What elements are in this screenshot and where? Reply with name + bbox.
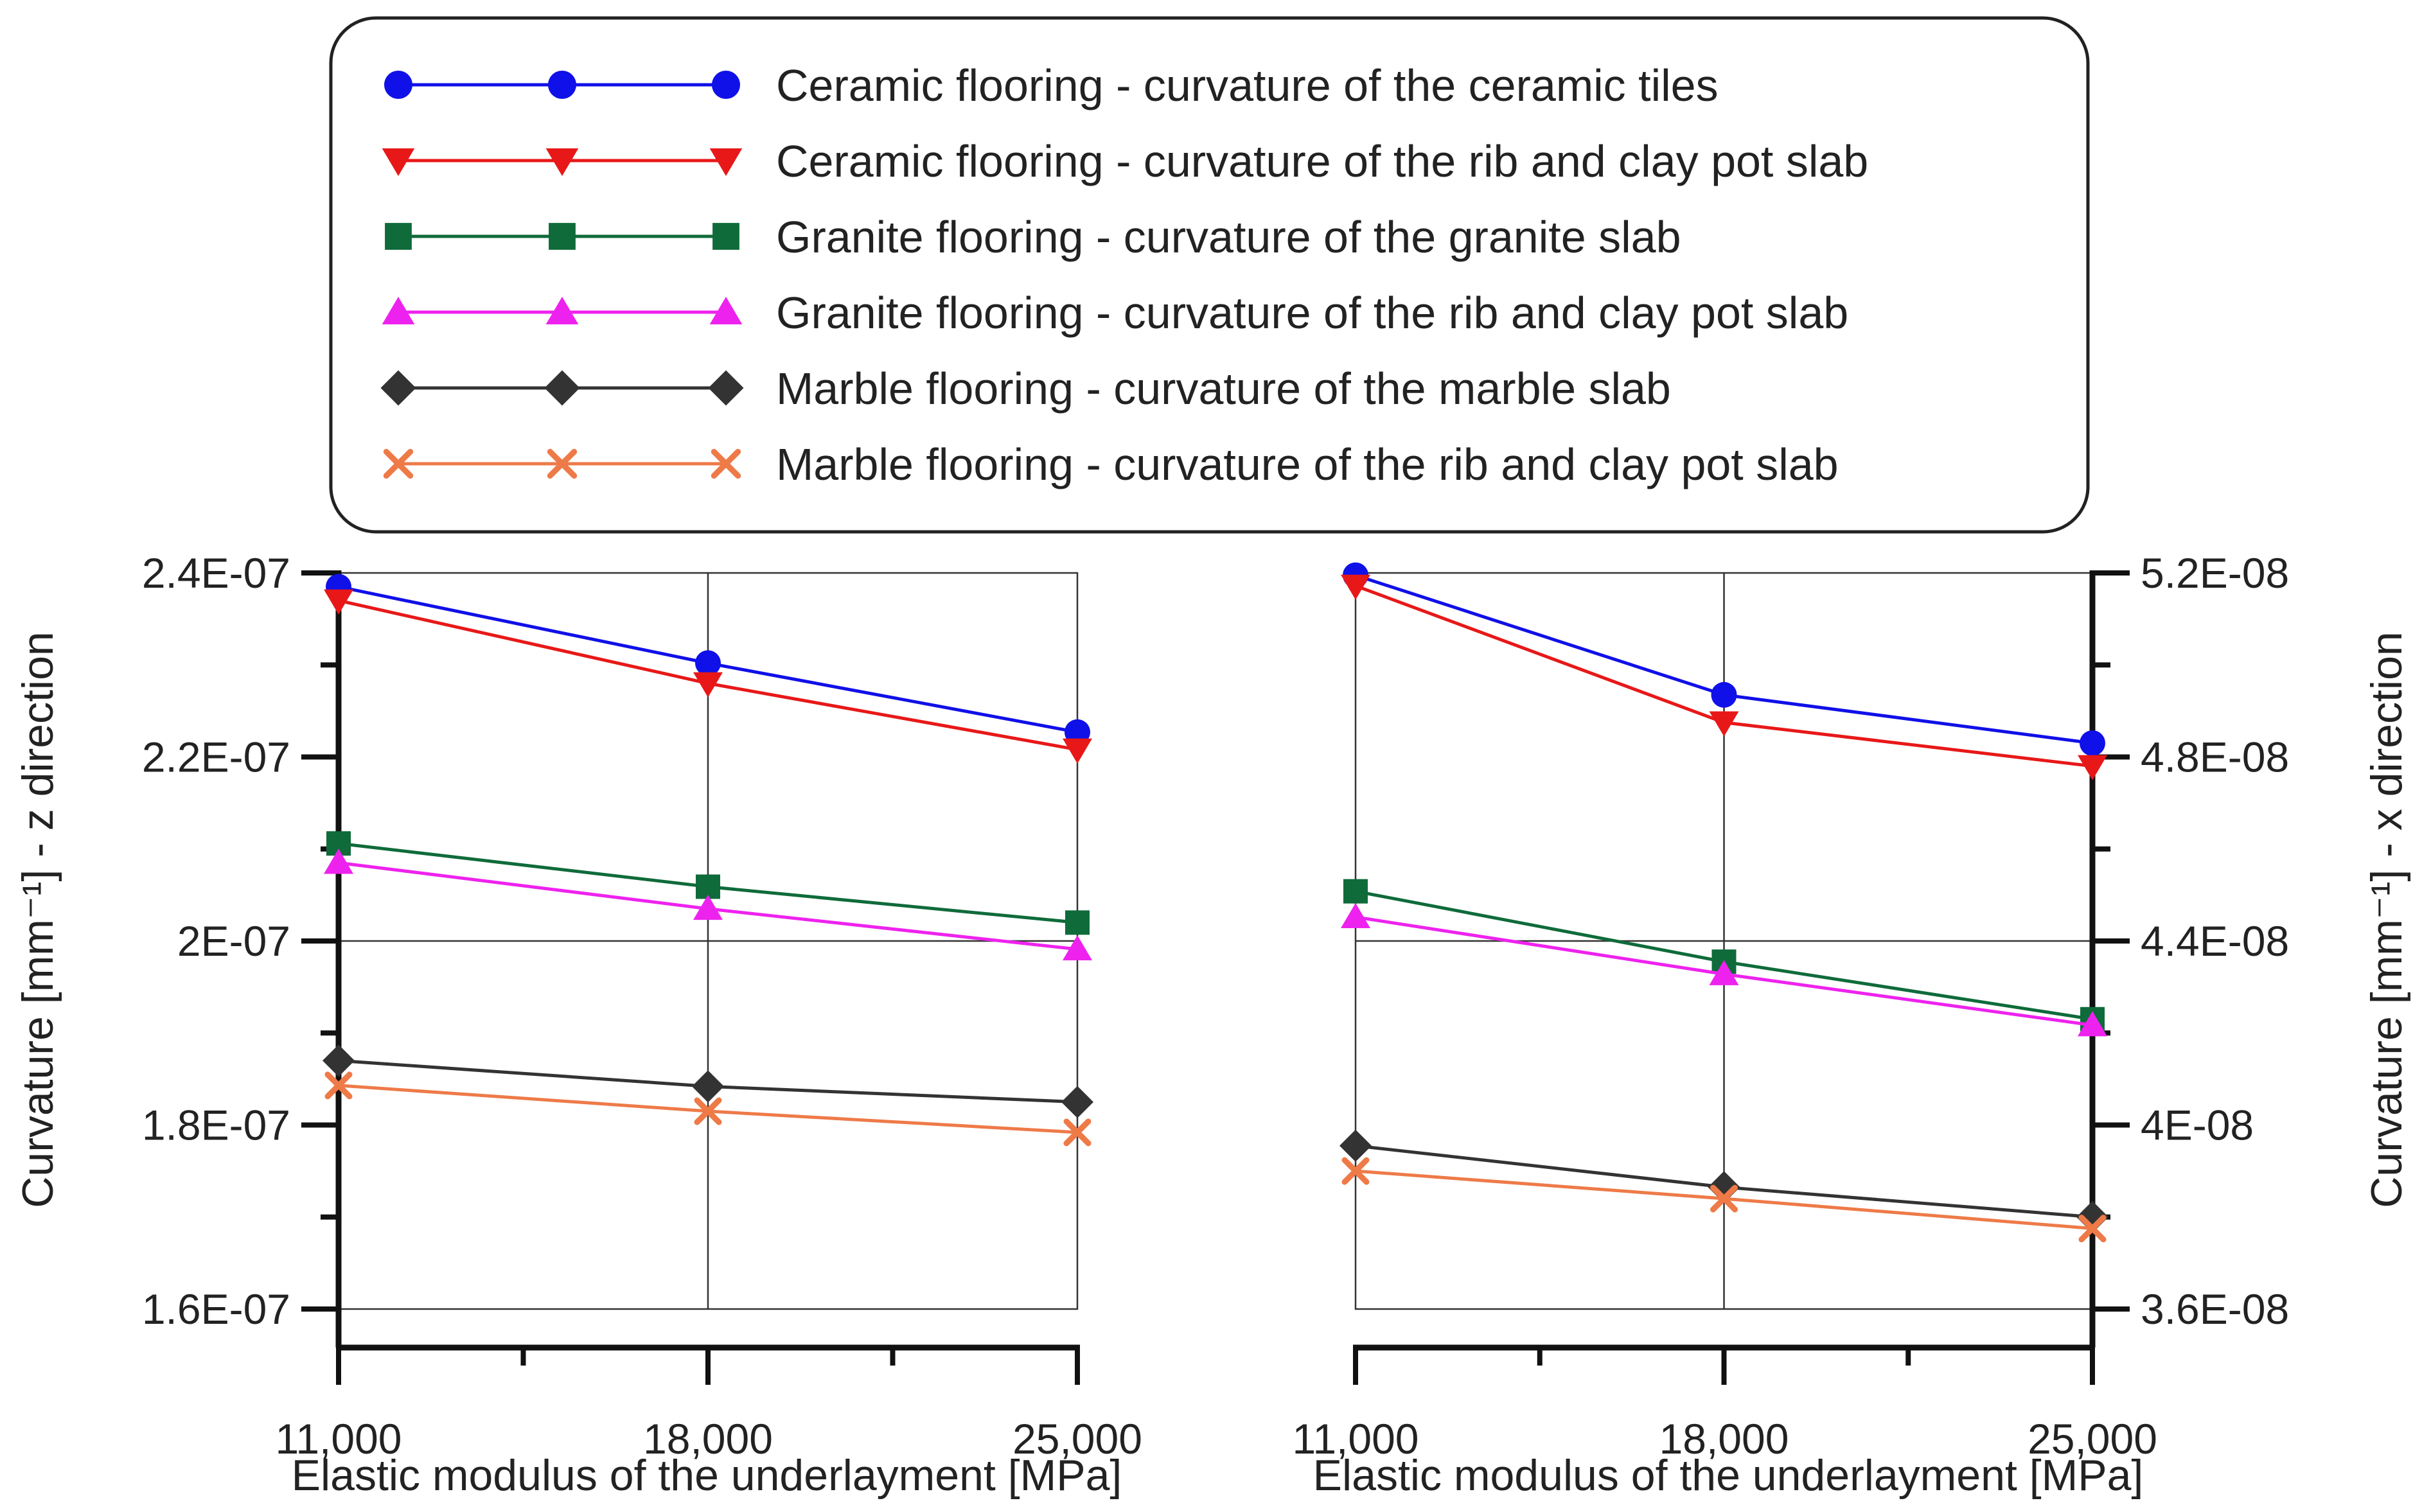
legend-marker [544, 370, 580, 406]
data-point [2078, 755, 2107, 780]
right-x-axis-title: Elastic modulus of the underlayment [MPa… [1313, 1451, 2144, 1500]
data-point [1341, 1157, 1370, 1185]
legend-marker [709, 296, 743, 324]
legend-entry: Granite flooring - curvature of the gran… [385, 212, 1681, 262]
data-point [323, 1044, 355, 1077]
data-point [1711, 681, 1737, 708]
legend-marker [384, 71, 412, 99]
data-point [1341, 902, 1370, 929]
legend-label: Ceramic flooring - curvature of the rib … [776, 136, 1868, 186]
series-5 [1339, 1129, 2108, 1233]
x-tick-label: 11,000 [276, 1415, 402, 1463]
y-tick-label: 3.6E-08 [2141, 1285, 2289, 1333]
data-point [2078, 1215, 2107, 1243]
y-tick-label: 4E-08 [2141, 1102, 2254, 1149]
series-2 [324, 589, 1092, 764]
series-5 [323, 1044, 1093, 1118]
left-x-axis-title: Elastic modulus of the underlayment [MPa… [292, 1451, 1122, 1500]
legend-marker [711, 448, 741, 479]
data-point [1708, 1171, 1740, 1204]
data-point [1063, 738, 1092, 764]
data-point [2078, 1011, 2107, 1037]
series-4 [1341, 902, 2107, 1037]
data-point [694, 1097, 722, 1125]
legend-marker [382, 148, 415, 177]
legend-marker [709, 148, 743, 177]
legend-marker [548, 71, 576, 99]
data-point [2076, 1200, 2108, 1233]
legend-marker [547, 448, 578, 479]
right-series-group [1339, 562, 2108, 1243]
legend-marker [383, 448, 414, 479]
x-tick-label: 18,000 [1659, 1415, 1789, 1463]
legend-entry: Marble flooring - curvature of the rib a… [383, 439, 1839, 489]
data-point [1710, 1184, 1738, 1213]
data-point [1063, 935, 1092, 961]
legend-marker [380, 370, 416, 406]
left-series-group [323, 574, 1093, 1147]
data-point [1063, 1118, 1092, 1147]
series-2 [1341, 574, 2107, 780]
data-point [695, 650, 721, 676]
y-tick-label: 2E-07 [177, 917, 290, 965]
data-point [1339, 1129, 1372, 1162]
chart-x-direction: 3.6E-08 4E-08 4.4E-08 4.8E-08 5.2E-08 11,000 1… [1293, 549, 2411, 1500]
series-3 [326, 831, 1090, 935]
data-point [1709, 960, 1739, 985]
data-point [324, 848, 353, 874]
legend-marker [549, 223, 576, 250]
legend-marker [382, 296, 415, 324]
data-point [324, 589, 353, 615]
legend-marker [545, 148, 579, 177]
data-point [692, 1070, 724, 1103]
data-point [1709, 711, 1739, 737]
legend-marker [712, 71, 740, 99]
series-4 [324, 848, 1092, 961]
x-tick-label: 25,000 [1012, 1415, 1142, 1463]
chart-z-direction: 1.6E-07 1.8E-07 2E-07 2.2E-07 2.4E-07 11,000 1… [13, 549, 1142, 1500]
x-tick-label: 11,000 [1293, 1415, 1419, 1463]
data-point [1343, 879, 1368, 904]
legend-entry: Marble flooring - curvature of the marbl… [380, 364, 1671, 414]
y-tick-label: 1.8E-07 [142, 1102, 290, 1149]
y-tick-label: 4.4E-08 [2141, 917, 2289, 965]
x-tick-label: 18,000 [643, 1415, 773, 1463]
legend: Ceramic flooring - curvature of the cera… [329, 16, 2090, 534]
legend-label: Marble flooring - curvature of the marbl… [776, 364, 1671, 414]
y-tick-label: 5.2E-08 [2141, 549, 2289, 597]
right-y-axis-title: Curvature [mm⁻¹] - x direction [2362, 631, 2411, 1208]
left-axes [301, 570, 1080, 1385]
legend-entry: Ceramic flooring - curvature of the cera… [384, 60, 1719, 110]
left-y-axis-title: Curvature [mm⁻¹] - z direction [13, 631, 62, 1208]
legend-entry: Granite flooring - curvature of the rib … [382, 288, 1848, 338]
y-tick-label: 2.2E-07 [142, 734, 290, 781]
data-point [1341, 574, 1370, 600]
x-tick-label: 25,000 [2028, 1415, 2157, 1463]
legend-label: Marble flooring - curvature of the rib a… [776, 439, 1839, 489]
data-point [1065, 910, 1090, 935]
legend-label: Granite flooring - curvature of the rib … [776, 288, 1848, 338]
y-tick-label: 4.8E-08 [2141, 734, 2289, 781]
legend-marker [545, 296, 579, 324]
data-point [693, 672, 723, 698]
legend-label: Granite flooring - curvature of the gran… [776, 212, 1681, 262]
series-6 [1341, 1157, 2107, 1243]
legend-box [329, 16, 2090, 534]
legend-marker [712, 223, 739, 250]
data-point [693, 895, 723, 920]
y-tick-label: 2.4E-07 [142, 549, 290, 597]
data-point [324, 1071, 353, 1100]
legend-entry: Ceramic flooring - curvature of the rib … [382, 136, 1868, 186]
legend-marker [708, 370, 744, 406]
data-point [2080, 730, 2105, 757]
y-tick-label: 1.6E-07 [142, 1285, 290, 1333]
series-6 [324, 1071, 1092, 1147]
data-point [1061, 1086, 1093, 1118]
legend-label: Ceramic flooring - curvature of the cera… [776, 60, 1719, 110]
legend-marker [385, 223, 412, 250]
